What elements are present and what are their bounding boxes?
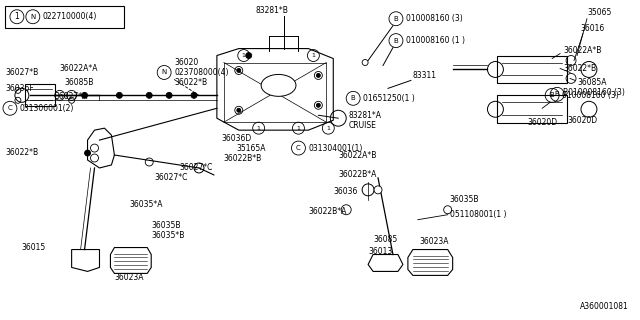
- Bar: [5, 6, 124, 28]
- Text: B010008160 (3): B010008160 (3): [563, 88, 625, 97]
- Text: 1: 1: [296, 126, 300, 131]
- Text: B: B: [394, 38, 398, 44]
- Text: 1: 1: [15, 12, 19, 21]
- Text: 051108001(1 ): 051108001(1 ): [450, 210, 506, 219]
- Text: 36036: 36036: [333, 187, 358, 196]
- Text: B: B: [351, 95, 356, 101]
- Text: 35065: 35065: [587, 8, 611, 17]
- Bar: [497, 95, 567, 123]
- Text: B: B: [555, 91, 559, 97]
- Text: 1: 1: [326, 126, 330, 131]
- Text: 35165A: 35165A: [237, 144, 266, 153]
- Text: 36027*C: 36027*C: [154, 173, 188, 182]
- Text: 83281*B: 83281*B: [255, 6, 288, 15]
- Text: 010008160 (3): 010008160 (3): [406, 14, 463, 23]
- Text: 010008160 (1 ): 010008160 (1 ): [406, 36, 465, 45]
- Text: 36022A*B: 36022A*B: [339, 150, 376, 160]
- Text: 36016: 36016: [580, 24, 604, 33]
- Text: N: N: [30, 14, 35, 20]
- Text: 36022A*B: 36022A*B: [563, 46, 602, 55]
- Text: 36022A*A: 36022A*A: [60, 64, 98, 73]
- Circle shape: [374, 186, 382, 194]
- Text: 36027*A: 36027*A: [54, 92, 88, 101]
- Text: 022710000(4): 022710000(4): [43, 12, 97, 21]
- Text: 36085A: 36085A: [577, 78, 607, 87]
- Text: 36085B: 36085B: [65, 78, 94, 87]
- Text: C: C: [8, 105, 12, 111]
- Text: 36035B: 36035B: [450, 195, 479, 204]
- Bar: [497, 56, 567, 84]
- Text: 36020: 36020: [174, 58, 198, 67]
- Circle shape: [147, 92, 152, 98]
- Text: N: N: [161, 69, 167, 76]
- Circle shape: [81, 92, 88, 98]
- Text: 36036D: 36036D: [222, 134, 252, 143]
- Bar: [25, 84, 54, 106]
- Text: C: C: [296, 145, 301, 151]
- Text: 36035B: 36035B: [151, 221, 180, 230]
- Circle shape: [116, 92, 122, 98]
- Circle shape: [246, 52, 252, 59]
- Text: 031306001(2): 031306001(2): [20, 104, 74, 113]
- Text: A360001081: A360001081: [580, 302, 628, 311]
- Text: 36022*B: 36022*B: [563, 64, 596, 73]
- Text: 36035*A: 36035*A: [129, 200, 163, 209]
- Text: 36022*B: 36022*B: [5, 148, 38, 156]
- Text: CRUISE: CRUISE: [348, 121, 376, 130]
- Text: 36015: 36015: [22, 243, 46, 252]
- Text: B: B: [394, 16, 398, 22]
- Text: 36022B*B: 36022B*B: [224, 154, 262, 163]
- Text: 1: 1: [257, 126, 260, 131]
- Circle shape: [84, 150, 90, 156]
- Circle shape: [166, 92, 172, 98]
- Text: 023708000(4): 023708000(4): [174, 68, 228, 77]
- Circle shape: [191, 92, 197, 98]
- Circle shape: [316, 103, 321, 107]
- Text: 36027*C: 36027*C: [179, 164, 212, 172]
- Text: 83281*A: 83281*A: [348, 111, 381, 120]
- Text: 83311: 83311: [413, 71, 437, 80]
- Circle shape: [316, 74, 321, 77]
- Text: 36020D: 36020D: [567, 116, 597, 125]
- Text: 1: 1: [312, 53, 316, 58]
- Text: 36020D: 36020D: [527, 118, 557, 127]
- Text: 01651250(1 ): 01651250(1 ): [363, 94, 415, 103]
- Text: 36035*B: 36035*B: [151, 231, 184, 240]
- Text: B: B: [550, 92, 554, 98]
- Text: 36013: 36013: [368, 247, 392, 256]
- Text: 36085: 36085: [373, 235, 397, 244]
- Circle shape: [362, 60, 368, 66]
- Text: 36022B*A: 36022B*A: [339, 171, 376, 180]
- Ellipse shape: [261, 75, 296, 96]
- Text: 36027*B: 36027*B: [5, 68, 38, 77]
- Text: 36023A: 36023A: [420, 237, 449, 246]
- Circle shape: [237, 68, 241, 72]
- Circle shape: [237, 108, 241, 112]
- Text: 36036F: 36036F: [5, 84, 34, 93]
- Text: 1: 1: [242, 53, 246, 58]
- Text: 36023A: 36023A: [115, 273, 144, 282]
- Text: 36022B*A: 36022B*A: [308, 207, 347, 216]
- Text: 36022*B: 36022*B: [174, 78, 207, 87]
- Text: 010008160 (3): 010008160 (3): [562, 91, 619, 100]
- Text: 031304001(1): 031304001(1): [308, 144, 363, 153]
